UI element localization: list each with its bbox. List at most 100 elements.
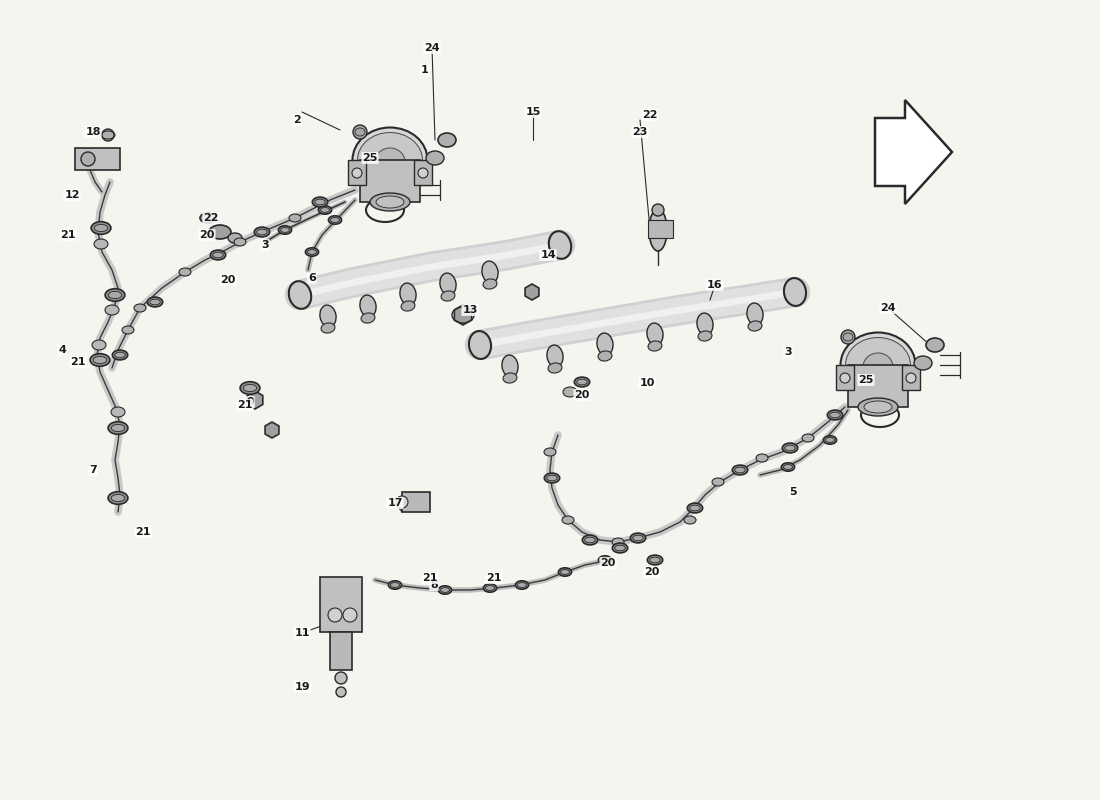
Ellipse shape (784, 278, 806, 306)
Ellipse shape (482, 261, 498, 283)
Text: 13: 13 (462, 305, 477, 315)
Ellipse shape (329, 216, 342, 224)
Ellipse shape (846, 338, 911, 393)
Circle shape (840, 373, 850, 383)
Text: 21: 21 (422, 573, 438, 583)
Ellipse shape (582, 535, 597, 545)
Ellipse shape (179, 268, 191, 276)
Circle shape (336, 687, 346, 697)
Ellipse shape (469, 331, 491, 359)
Ellipse shape (647, 323, 663, 345)
Ellipse shape (315, 199, 326, 205)
Text: 21: 21 (70, 357, 86, 367)
Ellipse shape (864, 353, 893, 381)
Text: 8: 8 (430, 580, 438, 590)
Ellipse shape (289, 214, 301, 222)
Text: 23: 23 (632, 127, 648, 137)
Ellipse shape (824, 436, 837, 444)
Ellipse shape (92, 340, 106, 350)
Ellipse shape (114, 352, 125, 358)
Ellipse shape (318, 206, 331, 214)
Ellipse shape (612, 538, 624, 546)
Ellipse shape (370, 193, 410, 211)
Ellipse shape (200, 213, 216, 223)
Ellipse shape (547, 345, 563, 367)
Polygon shape (248, 391, 263, 409)
Circle shape (906, 373, 916, 383)
Ellipse shape (106, 289, 125, 302)
Ellipse shape (483, 279, 497, 289)
Polygon shape (525, 284, 539, 300)
Ellipse shape (630, 533, 646, 543)
Polygon shape (265, 422, 279, 438)
Ellipse shape (312, 197, 328, 207)
Ellipse shape (134, 304, 146, 312)
Ellipse shape (320, 305, 337, 327)
Ellipse shape (516, 581, 529, 589)
Ellipse shape (278, 226, 292, 234)
Ellipse shape (690, 506, 701, 511)
Ellipse shape (94, 239, 108, 249)
Ellipse shape (108, 291, 122, 298)
Circle shape (336, 672, 346, 684)
Text: 16: 16 (707, 280, 723, 290)
Text: 19: 19 (295, 682, 311, 692)
Bar (320, 577, 362, 632)
Ellipse shape (111, 407, 125, 417)
Ellipse shape (228, 233, 242, 243)
Ellipse shape (330, 218, 340, 222)
Text: 25: 25 (362, 153, 377, 163)
Ellipse shape (111, 424, 124, 432)
Ellipse shape (396, 496, 408, 508)
Text: 4: 4 (58, 345, 66, 355)
Text: 12: 12 (64, 190, 79, 200)
Bar (348, 160, 366, 185)
Ellipse shape (574, 377, 590, 387)
Text: 15: 15 (526, 107, 541, 117)
Ellipse shape (400, 283, 416, 305)
Polygon shape (454, 305, 472, 325)
Ellipse shape (289, 281, 311, 309)
Ellipse shape (598, 351, 612, 361)
Ellipse shape (827, 410, 843, 420)
Ellipse shape (840, 333, 915, 398)
Ellipse shape (485, 586, 495, 590)
Ellipse shape (784, 445, 795, 451)
Ellipse shape (502, 355, 518, 377)
Ellipse shape (438, 133, 456, 147)
Text: 5: 5 (789, 487, 796, 497)
Ellipse shape (388, 581, 401, 589)
Text: 9: 9 (246, 397, 254, 407)
Text: 20: 20 (601, 558, 616, 568)
Bar (414, 160, 432, 185)
Ellipse shape (782, 443, 797, 453)
Ellipse shape (598, 556, 612, 564)
Circle shape (328, 608, 342, 622)
Ellipse shape (426, 151, 444, 165)
Circle shape (352, 168, 362, 178)
Ellipse shape (440, 273, 456, 295)
Ellipse shape (212, 252, 223, 258)
Circle shape (81, 152, 95, 166)
Ellipse shape (864, 401, 892, 413)
Ellipse shape (320, 208, 330, 212)
Ellipse shape (544, 473, 560, 483)
Ellipse shape (601, 558, 609, 562)
Ellipse shape (597, 333, 613, 355)
Ellipse shape (94, 357, 107, 363)
Text: 3: 3 (784, 347, 792, 357)
Ellipse shape (439, 586, 452, 594)
Ellipse shape (441, 291, 455, 301)
Text: 2: 2 (293, 115, 301, 125)
Text: 22: 22 (204, 213, 219, 223)
Ellipse shape (615, 546, 625, 550)
Ellipse shape (108, 492, 128, 504)
Ellipse shape (108, 422, 128, 434)
Circle shape (842, 330, 855, 344)
Ellipse shape (361, 313, 375, 323)
Ellipse shape (548, 363, 562, 373)
Ellipse shape (561, 570, 570, 574)
Ellipse shape (95, 224, 108, 232)
Ellipse shape (111, 494, 124, 502)
Ellipse shape (585, 538, 595, 542)
